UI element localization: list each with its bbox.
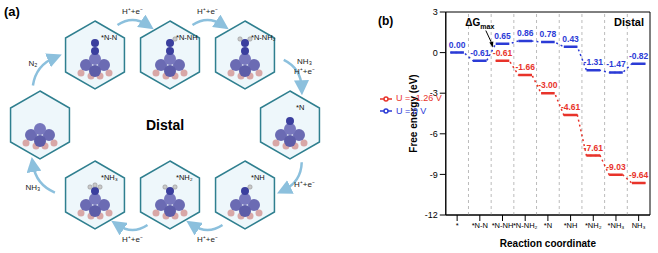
svg-text:NH₃: NH₃ bbox=[297, 57, 312, 66]
svg-text:0.86: 0.86 bbox=[517, 28, 534, 38]
svg-text:-3.00: -3.00 bbox=[538, 80, 558, 90]
svg-text:*N-NH: *N-NH bbox=[176, 33, 198, 42]
svg-text:H⁺+e⁻: H⁺+e⁻ bbox=[122, 235, 143, 244]
svg-text:-6: -6 bbox=[430, 129, 438, 139]
svg-text:*NH₃: *NH₃ bbox=[608, 221, 625, 230]
svg-text:Free energy (eV): Free energy (eV) bbox=[408, 74, 419, 152]
svg-text:Distal: Distal bbox=[146, 117, 184, 133]
svg-text:-1.47: -1.47 bbox=[606, 59, 626, 69]
svg-text:0.65: 0.65 bbox=[494, 31, 511, 41]
svg-text:-9.03: -9.03 bbox=[606, 162, 626, 172]
svg-text:*N-NH₂: *N-NH₂ bbox=[513, 221, 538, 230]
svg-text:-1.66: -1.66 bbox=[516, 62, 536, 72]
svg-text:*NH₂: *NH₂ bbox=[585, 221, 602, 230]
svg-text:NH₃: NH₃ bbox=[25, 183, 40, 192]
svg-text:0.78: 0.78 bbox=[540, 29, 557, 39]
svg-text:NH₃: NH₃ bbox=[632, 221, 646, 230]
svg-text:-12: -12 bbox=[425, 210, 438, 220]
svg-text:-7.61: -7.61 bbox=[584, 143, 604, 153]
svg-text:*N-N: *N-N bbox=[101, 33, 117, 42]
svg-text:ΔGmax: ΔGmax bbox=[465, 17, 494, 30]
svg-text:*: * bbox=[456, 221, 459, 230]
svg-text:0: 0 bbox=[433, 48, 438, 58]
svg-text:-4.61: -4.61 bbox=[561, 102, 581, 112]
svg-text:*N-N: *N-N bbox=[472, 221, 488, 230]
svg-text:-0.61: -0.61 bbox=[470, 48, 490, 58]
svg-text:H⁺+e⁻: H⁺+e⁻ bbox=[197, 235, 218, 244]
svg-text:3: 3 bbox=[433, 7, 438, 17]
svg-text:(a): (a) bbox=[4, 4, 20, 19]
svg-text:-3: -3 bbox=[430, 88, 438, 98]
svg-text:*NH₂: *NH₂ bbox=[176, 173, 193, 182]
svg-text:*N: *N bbox=[544, 221, 552, 230]
svg-text:*NH: *NH bbox=[564, 221, 578, 230]
svg-text:H⁺+e⁻: H⁺+e⁻ bbox=[197, 7, 218, 16]
svg-text:*N-NH₂: *N-NH₂ bbox=[251, 33, 276, 42]
svg-text:*N: *N bbox=[296, 103, 304, 112]
svg-text:*NH₃: *NH₃ bbox=[101, 173, 118, 182]
svg-text:-0.82: -0.82 bbox=[629, 51, 649, 61]
svg-text:-9.64: -9.64 bbox=[629, 170, 649, 180]
svg-text:H⁺+e⁻: H⁺+e⁻ bbox=[294, 180, 315, 189]
svg-text:H⁺+e⁻: H⁺+e⁻ bbox=[294, 67, 315, 76]
svg-text:N₂: N₂ bbox=[28, 59, 37, 68]
svg-text:Reaction coordinate: Reaction coordinate bbox=[500, 238, 597, 249]
svg-text:*N-NH: *N-NH bbox=[492, 221, 514, 230]
svg-text:H⁺+e⁻: H⁺+e⁻ bbox=[122, 7, 143, 16]
svg-text:-0.61: -0.61 bbox=[493, 48, 513, 58]
svg-text:-1.31: -1.31 bbox=[584, 57, 604, 67]
svg-text:0.43: 0.43 bbox=[562, 34, 579, 44]
svg-text:-9: -9 bbox=[430, 170, 438, 180]
svg-text:0.00: 0.00 bbox=[449, 40, 466, 50]
svg-text:*NH: *NH bbox=[251, 173, 265, 182]
